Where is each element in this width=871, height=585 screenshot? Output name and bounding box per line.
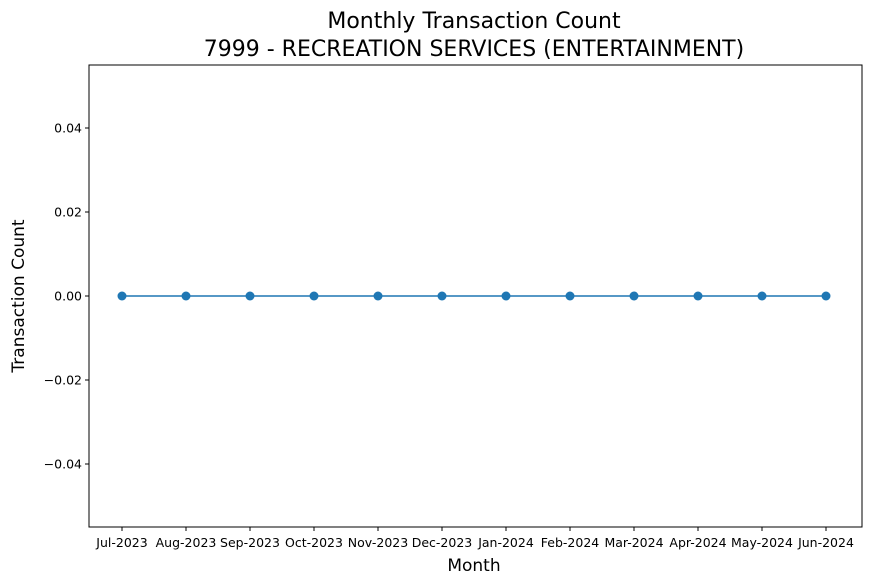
x-tick-label: Feb-2024: [541, 535, 600, 550]
data-point: [245, 291, 255, 301]
x-tick-label: Aug-2023: [156, 535, 217, 550]
data-point: [821, 291, 831, 301]
data-point: [373, 291, 383, 301]
x-tick-label: Jan-2024: [477, 535, 534, 550]
data-point: [117, 291, 127, 301]
plot-area: [117, 291, 831, 301]
x-tick-label: Mar-2024: [604, 535, 663, 550]
x-tick-label: Apr-2024: [669, 535, 726, 550]
y-tick-label: −0.04: [44, 457, 82, 472]
y-tick-label: −0.02: [44, 373, 82, 388]
chart-title-line2: 7999 - RECREATION SERVICES (ENTERTAINMEN…: [204, 37, 744, 62]
x-axis-label: Month: [447, 556, 500, 576]
x-tick-label: Oct-2023: [285, 535, 343, 550]
data-point: [309, 291, 319, 301]
data-point: [693, 291, 703, 301]
x-tick-label: Nov-2023: [348, 535, 408, 550]
data-point: [757, 291, 767, 301]
data-point: [565, 291, 575, 301]
y-tick-label: 0.00: [54, 289, 82, 304]
y-axis-label: Transaction Count: [9, 219, 29, 373]
data-point: [437, 291, 447, 301]
y-tick-label: 0.02: [54, 205, 82, 220]
x-tick-label: May-2024: [731, 535, 793, 550]
data-point: [501, 291, 511, 301]
x-tick-label: Dec-2023: [412, 535, 473, 550]
data-point: [629, 291, 639, 301]
x-tick-label: Jul-2023: [95, 535, 147, 550]
data-point: [181, 291, 191, 301]
y-tick-label: 0.04: [54, 121, 82, 136]
x-tick-label: Jun-2024: [797, 535, 854, 550]
x-tick-label: Sep-2023: [220, 535, 280, 550]
chart-title-line1: Monthly Transaction Count: [327, 9, 621, 34]
